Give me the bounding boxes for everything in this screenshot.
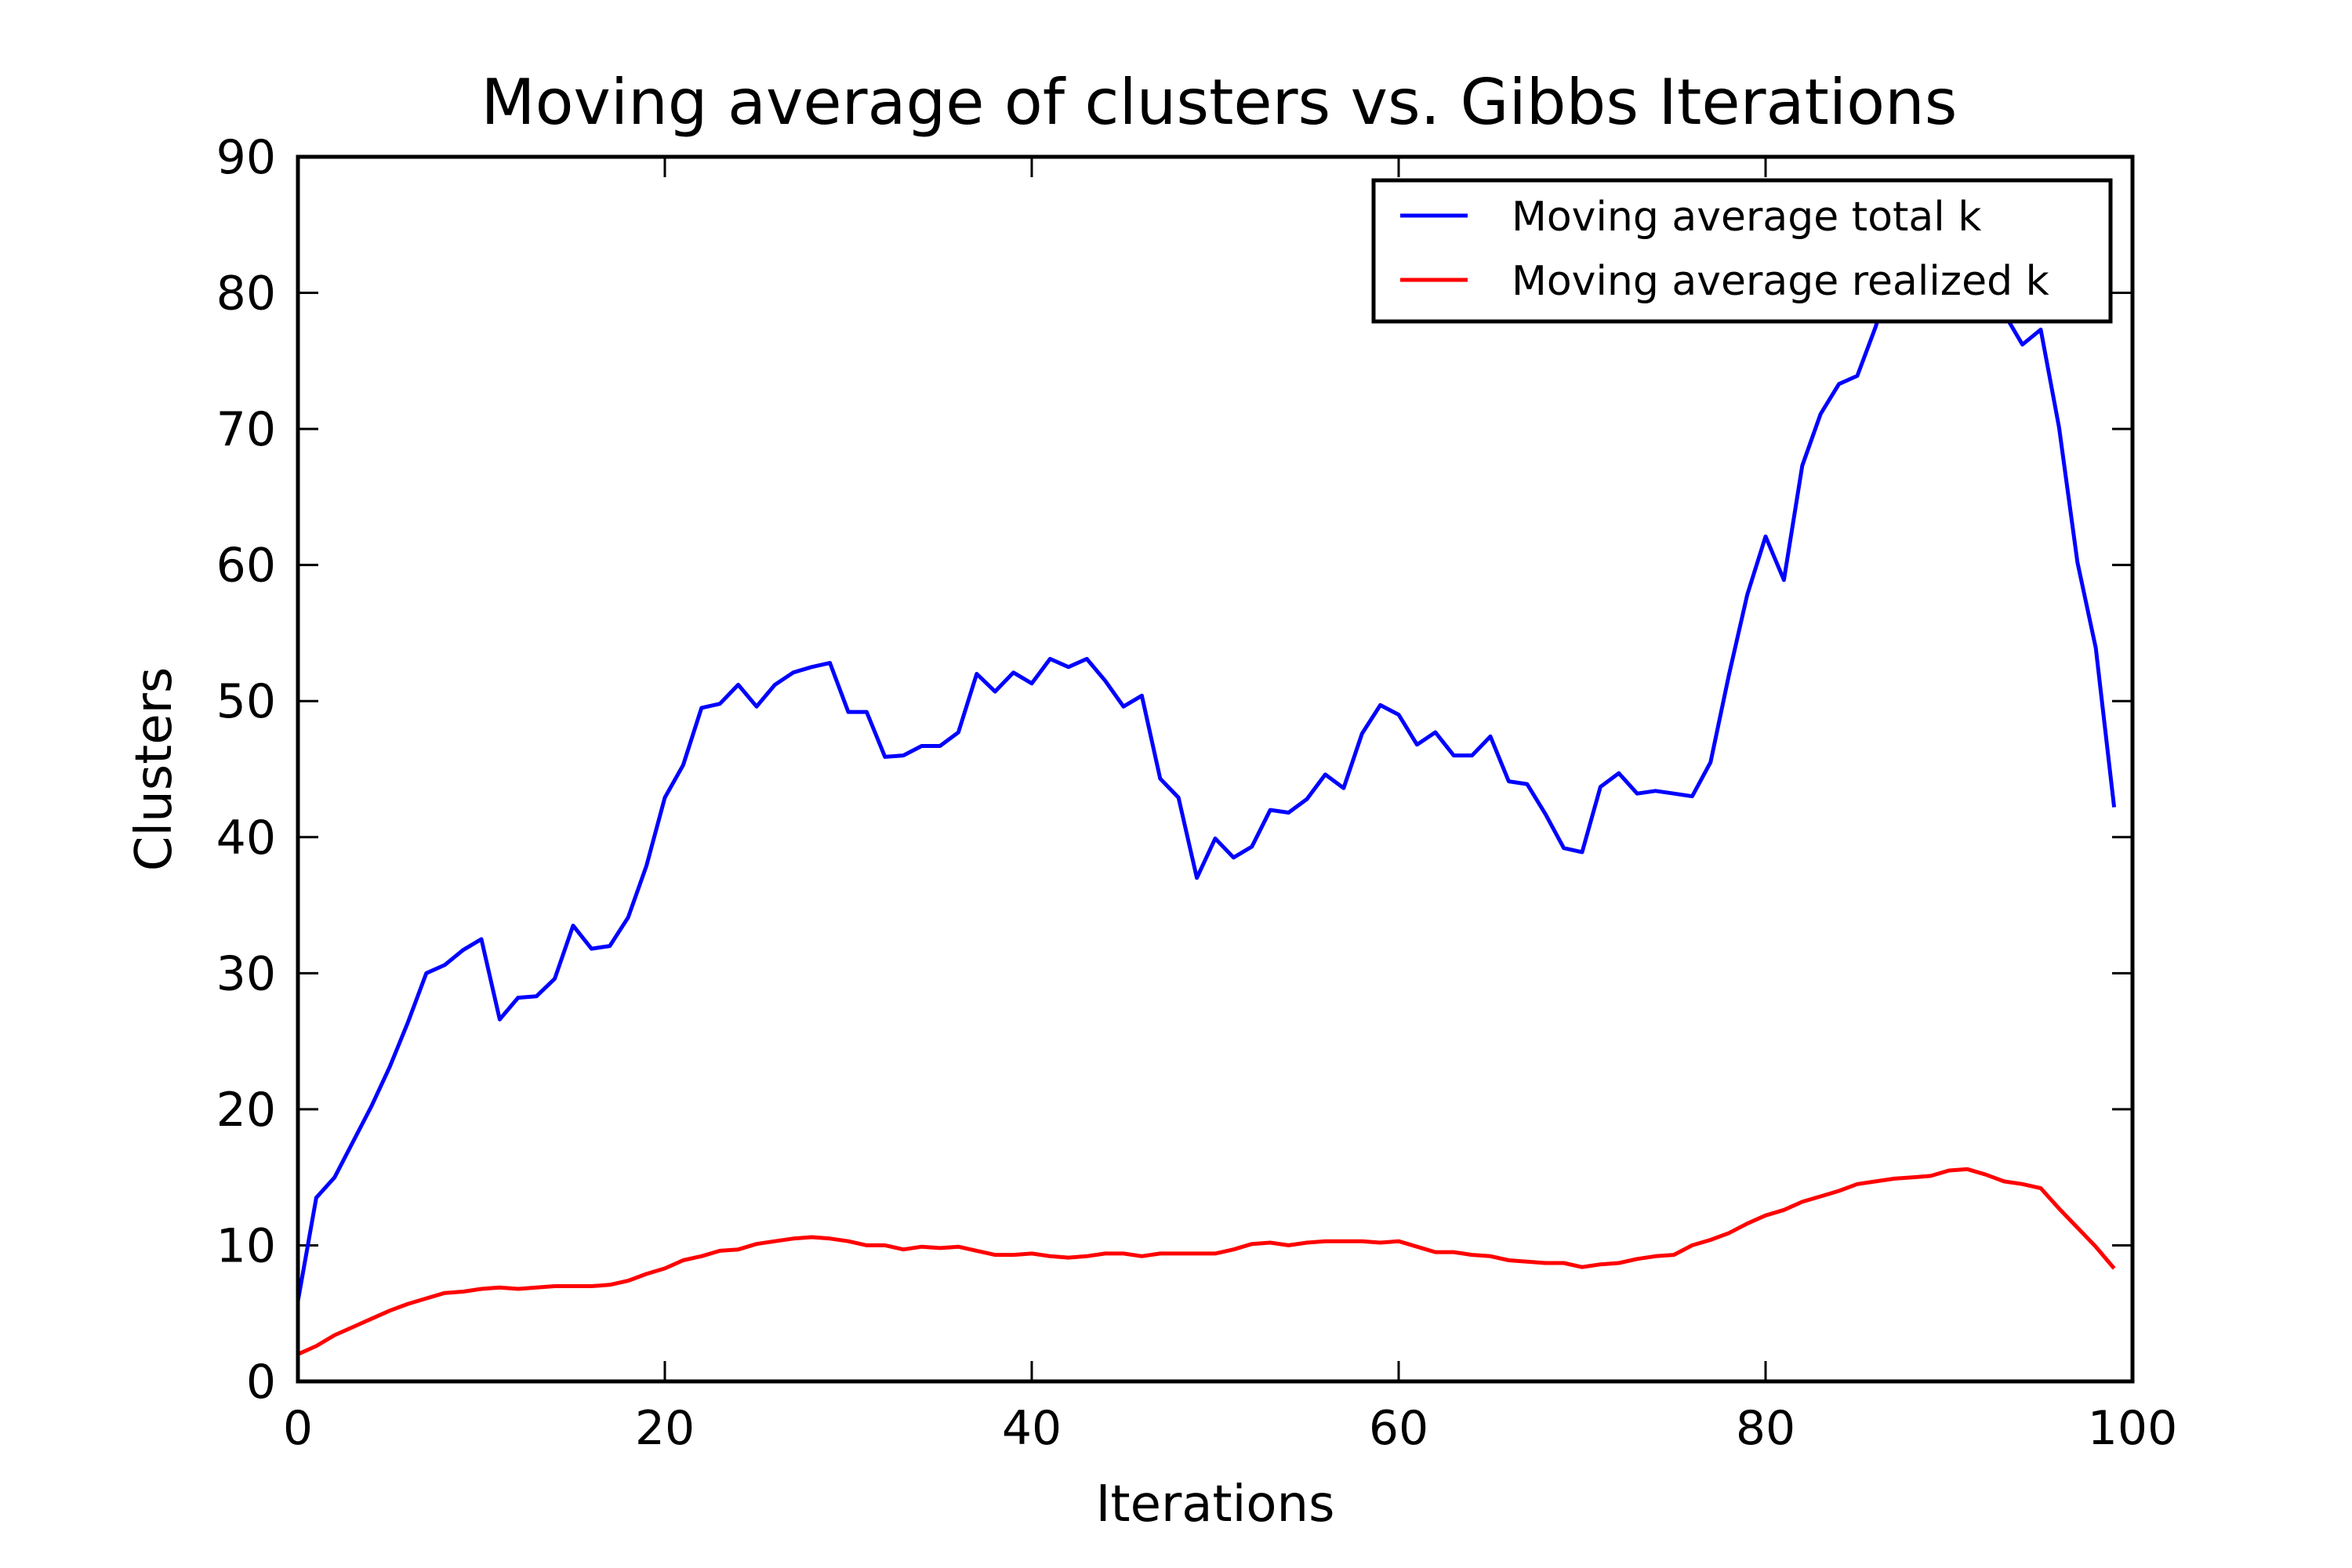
x-tick-label: 40 — [1002, 1401, 1062, 1456]
y-tick-label: 50 — [216, 674, 276, 729]
y-tick-label: 80 — [216, 267, 276, 321]
legend-label-total-k: Moving average total k — [1512, 194, 1981, 241]
x-tick-label: 60 — [1369, 1401, 1428, 1456]
y-tick-label: 60 — [216, 539, 276, 593]
x-tick-label: 0 — [283, 1401, 313, 1456]
legend-label-realized-k: Moving average realized k — [1512, 258, 2049, 305]
series-line-total-k — [298, 236, 2117, 1302]
axis-tick-labels: 0 20 40 60 80 100 0 10 20 30 40 50 60 70 80 90 — [216, 130, 2178, 1456]
x-tick-label: 100 — [2088, 1401, 2178, 1456]
plot-frame — [296, 154, 2135, 1384]
y-axis-label: Clusters — [125, 667, 183, 872]
y-tick-label: 30 — [216, 946, 276, 1001]
series-lines — [298, 236, 2117, 1356]
y-tick-label: 20 — [216, 1083, 276, 1138]
series-line-realized-k — [298, 1167, 2116, 1356]
y-tick-label: 40 — [216, 811, 276, 866]
legend-frame — [1371, 178, 2113, 324]
x-axis-label: Iterations — [1096, 1475, 1335, 1534]
y-tick-label: 10 — [216, 1218, 276, 1273]
y-tick-label: 70 — [216, 402, 276, 457]
chart-title: Moving average of clusters vs. Gibbs Ite… — [481, 66, 1958, 139]
legend: Moving average total k Moving average re… — [1371, 178, 2113, 324]
x-tick-label: 20 — [635, 1401, 695, 1456]
y-tick-label: 0 — [246, 1355, 276, 1410]
x-tick-label: 80 — [1736, 1401, 1795, 1456]
y-tick-label: 90 — [216, 130, 276, 185]
